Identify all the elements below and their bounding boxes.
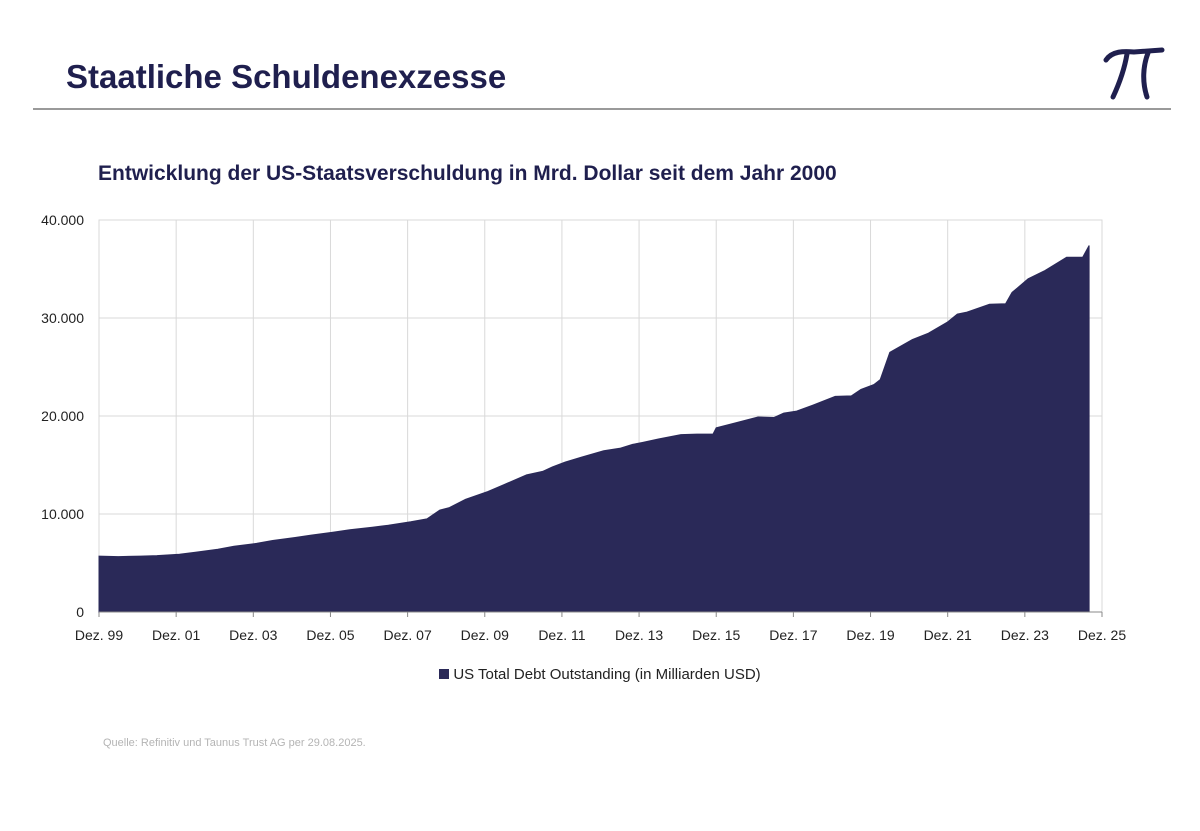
y-tick-label: 30.000 [41, 310, 84, 326]
x-tick-label: Dez. 23 [1001, 627, 1049, 643]
page-title: Staatliche Schuldenexzesse [66, 58, 507, 95]
x-tick-label: Dez. 13 [615, 627, 663, 643]
x-tick-label: Dez. 09 [461, 627, 509, 643]
debt-area [98, 245, 1090, 613]
y-tick-label: 40.000 [41, 212, 84, 228]
source-note: Quelle: Refinitiv und Taunus Trust AG pe… [103, 737, 366, 749]
x-tick-label: Dez. 03 [229, 627, 277, 643]
x-tick-label: Dez. 07 [383, 627, 431, 643]
y-tick-label: 0 [76, 604, 84, 620]
x-tick-label: Dez. 25 [1078, 627, 1126, 643]
y-tick-label: 10.000 [41, 506, 84, 522]
x-tick-label: Dez. 21 [924, 627, 972, 643]
x-tick-label: Dez. 01 [152, 627, 200, 643]
debt-chart: 0 10.000 20.000 30.000 40.000 Dez. 99 Dez. 01 D… [41, 212, 1126, 643]
pi-icon [1103, 47, 1165, 100]
x-tick-label: Dez. 19 [846, 627, 894, 643]
x-tick-label: Dez. 99 [75, 627, 123, 643]
header-divider [33, 108, 1171, 110]
legend: US Total Debt Outstanding (in Milliarden… [0, 666, 1200, 683]
x-tick-label: Dez. 05 [306, 627, 354, 643]
chart-title: Entwicklung der US-Staatsverschuldung in… [98, 162, 837, 185]
legend-swatch [439, 669, 450, 679]
y-tick-label: 20.000 [41, 408, 84, 424]
legend-label: US Total Debt Outstanding (in Milliarden… [453, 666, 761, 683]
x-tick-label: Dez. 17 [769, 627, 817, 643]
x-tick-label: Dez. 11 [538, 627, 585, 643]
x-tick-label: Dez. 15 [692, 627, 740, 643]
